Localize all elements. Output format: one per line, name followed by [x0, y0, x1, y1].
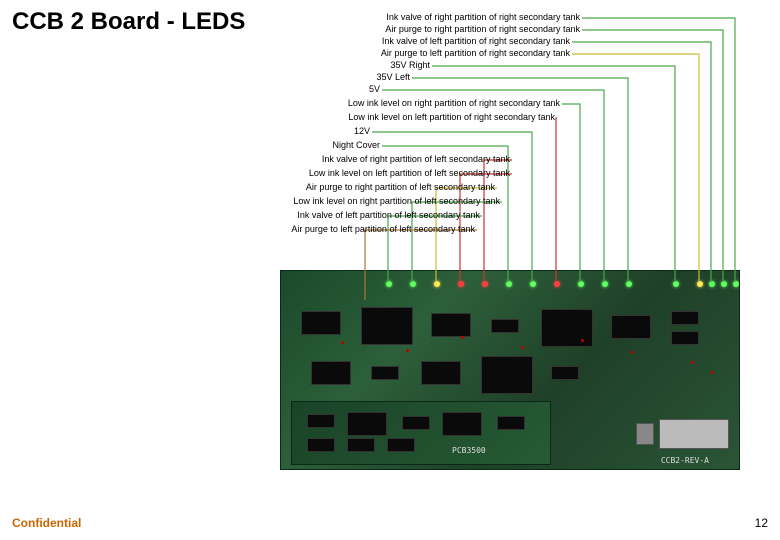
- led-12: [697, 281, 703, 287]
- led-label-11: Ink valve of right partition of left sec…: [322, 154, 510, 164]
- led-2: [434, 281, 440, 287]
- led-label-0: Ink valve of right partition of right se…: [386, 12, 580, 22]
- led-4: [482, 281, 488, 287]
- circuit-board: PCB3500 CCB2-REV-A: [280, 270, 740, 470]
- led-label-9: 12V: [354, 126, 370, 136]
- led-5: [506, 281, 512, 287]
- confidential-label: Confidential: [12, 516, 81, 530]
- led-label-4: 35V Right: [390, 60, 430, 70]
- led-label-14: Low ink level on right partition of left…: [293, 196, 500, 206]
- led-15: [733, 281, 739, 287]
- led-3: [458, 281, 464, 287]
- led-label-15: Ink valve of left partition of left seco…: [297, 210, 480, 220]
- led-13: [709, 281, 715, 287]
- led-label-7: Low ink level on right partition of righ…: [348, 98, 560, 108]
- sub-board: PCB3500: [291, 401, 551, 465]
- led-11: [673, 281, 679, 287]
- led-label-13: Air purge to right partition of left sec…: [306, 182, 495, 192]
- led-0: [386, 281, 392, 287]
- led-label-3: Air purge to left partition of right sec…: [381, 48, 570, 58]
- led-8: [578, 281, 584, 287]
- led-9: [602, 281, 608, 287]
- pcb-label-1: PCB3500: [452, 446, 486, 455]
- led-label-16: Air purge to left partition of left seco…: [291, 224, 475, 234]
- led-14: [721, 281, 727, 287]
- led-10: [626, 281, 632, 287]
- page-number: 12: [755, 516, 768, 530]
- led-1: [410, 281, 416, 287]
- led-label-2: Ink valve of left partition of right sec…: [382, 36, 570, 46]
- page-title: CCB 2 Board - LEDS: [12, 8, 245, 37]
- led-label-8: Low ink level on left partition of right…: [348, 112, 555, 122]
- led-label-5: 35V Left: [376, 72, 410, 82]
- led-label-10: Night Cover: [332, 140, 380, 150]
- led-7: [554, 281, 560, 287]
- led-label-1: Air purge to right partition of right se…: [385, 24, 580, 34]
- led-6: [530, 281, 536, 287]
- led-label-12: Low ink level on left partition of left …: [309, 168, 510, 178]
- led-label-6: 5V: [369, 84, 380, 94]
- pcb-label-2: CCB2-REV-A: [661, 456, 709, 465]
